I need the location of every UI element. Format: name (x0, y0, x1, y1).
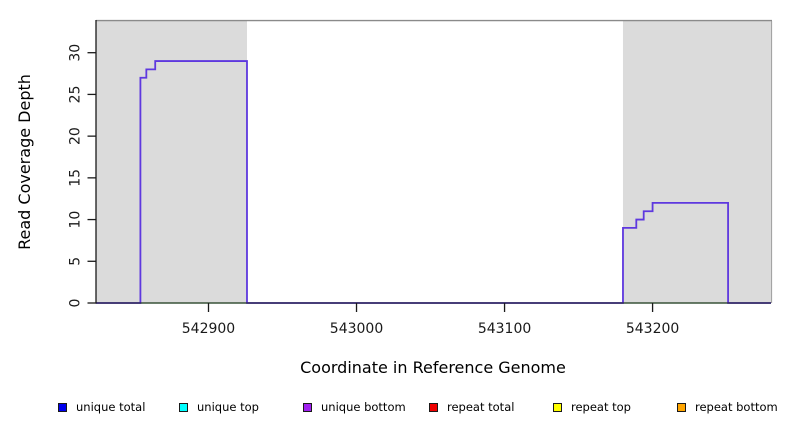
x-tick-label: 542900 (182, 321, 235, 337)
y-tick-label: 15 (68, 169, 84, 187)
legend-item-label: unique top (197, 400, 259, 414)
x-tick-label: 543100 (478, 321, 531, 337)
y-tick-label: 25 (68, 86, 84, 104)
unique-bottom-swatch-icon (303, 402, 312, 412)
y-tick-label: 20 (68, 127, 84, 145)
y-tick-label: 10 (68, 211, 84, 229)
legend-item-repeat-total: repeat total (429, 398, 514, 416)
y-tick-label: 5 (68, 257, 84, 266)
repeat-top-swatch-icon (553, 402, 562, 412)
plot-borders (96, 19, 773, 303)
right-masked-block (622, 21, 771, 303)
legend-item-label: unique bottom (321, 400, 406, 414)
tick-labels: 0 5 10 15 20 25 30 542900 543000 543100 543200 (68, 44, 680, 337)
series-unique-bottom-coverage (96, 60, 771, 304)
unique-total-swatch-icon (58, 402, 67, 412)
repeat-total-swatch-icon (429, 402, 438, 412)
legend-item-label: repeat bottom (695, 400, 778, 414)
legend-item-unique-top: unique top (179, 398, 259, 416)
legend-item-unique-total: unique total (58, 398, 145, 416)
y-axis-label: Read Coverage Depth (15, 74, 34, 250)
x-axis-label: Coordinate in Reference Genome (300, 358, 566, 377)
x-tick-label: 543200 (626, 321, 679, 337)
repeat-bottom-swatch-icon (677, 402, 686, 412)
legend: unique total unique top unique bottom re… (0, 398, 792, 422)
axes (87, 20, 771, 312)
legend-item-unique-bottom: unique bottom (303, 398, 406, 416)
y-tick-label: 30 (68, 44, 84, 62)
masked-region-shading (96, 21, 771, 303)
legend-item-label: repeat total (447, 400, 515, 414)
legend-item-label: repeat top (571, 400, 631, 414)
x-tick-label: 543000 (330, 321, 383, 337)
y-tick-label: 0 (68, 299, 84, 308)
legend-item-label: unique total (76, 400, 146, 414)
unique-top-swatch-icon (179, 402, 188, 412)
legend-item-repeat-bottom: repeat bottom (677, 398, 778, 416)
legend-item-repeat-top: repeat top (553, 398, 631, 416)
left-masked-block (96, 21, 247, 303)
